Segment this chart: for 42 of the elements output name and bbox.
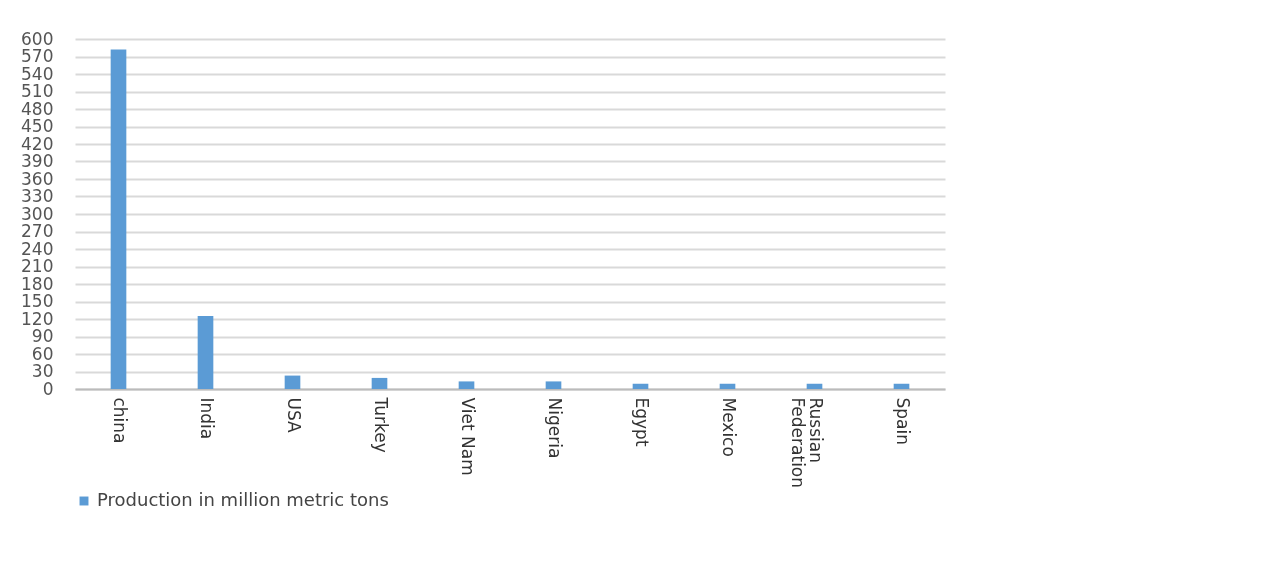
x-tick-label: china xyxy=(109,397,130,444)
bar xyxy=(719,383,736,389)
y-tick-label: 0 xyxy=(42,378,54,399)
bar xyxy=(371,377,388,389)
y-tick-label: 30 xyxy=(31,361,54,381)
y-tick-label: 210 xyxy=(21,256,54,276)
y-tick-label: 300 xyxy=(21,203,54,224)
y-tick-label: 510 xyxy=(21,81,54,101)
bar xyxy=(806,383,823,389)
x-tick-label: Turkey xyxy=(370,396,391,453)
y-tick-label: 270 xyxy=(21,221,54,241)
bar xyxy=(632,383,649,389)
x-tick-label: India xyxy=(196,397,217,440)
bar xyxy=(458,381,475,389)
x-tick-label: USA xyxy=(283,397,304,434)
bar xyxy=(893,383,910,389)
y-tick-label: 360 xyxy=(21,168,54,189)
x-tick-label: Mexico xyxy=(718,397,739,457)
x-tick-label: Viet Nam xyxy=(457,397,478,476)
y-tick-label: 480 xyxy=(21,98,54,119)
bar xyxy=(284,375,301,389)
y-tick-label: 570 xyxy=(21,46,54,66)
y-tick-label: 90 xyxy=(31,326,54,346)
x-tick-label: Nigeria xyxy=(544,397,565,459)
y-tick-label: 60 xyxy=(31,343,54,364)
bar xyxy=(197,316,214,389)
y-tick-label: 330 xyxy=(21,186,54,206)
x-tick-label: Spain xyxy=(892,397,913,445)
bar xyxy=(545,381,562,389)
y-tick-label: 240 xyxy=(21,238,54,259)
legend-label: Production in million metric tons xyxy=(97,489,389,510)
y-tick-label: 420 xyxy=(21,133,54,154)
x-tick-label: Egypt xyxy=(631,397,652,447)
y-tick-label: 150 xyxy=(21,291,54,311)
bar xyxy=(110,49,127,389)
y-tick-label: 180 xyxy=(21,273,54,294)
y-tick-label: 390 xyxy=(21,151,54,171)
x-tick-label: Russian Federation xyxy=(787,397,826,489)
y-tick-label: 540 xyxy=(21,63,54,84)
y-tick-label: 600 xyxy=(21,28,54,49)
y-tick-label: 450 xyxy=(21,116,54,136)
y-tick-label: 120 xyxy=(21,308,54,329)
